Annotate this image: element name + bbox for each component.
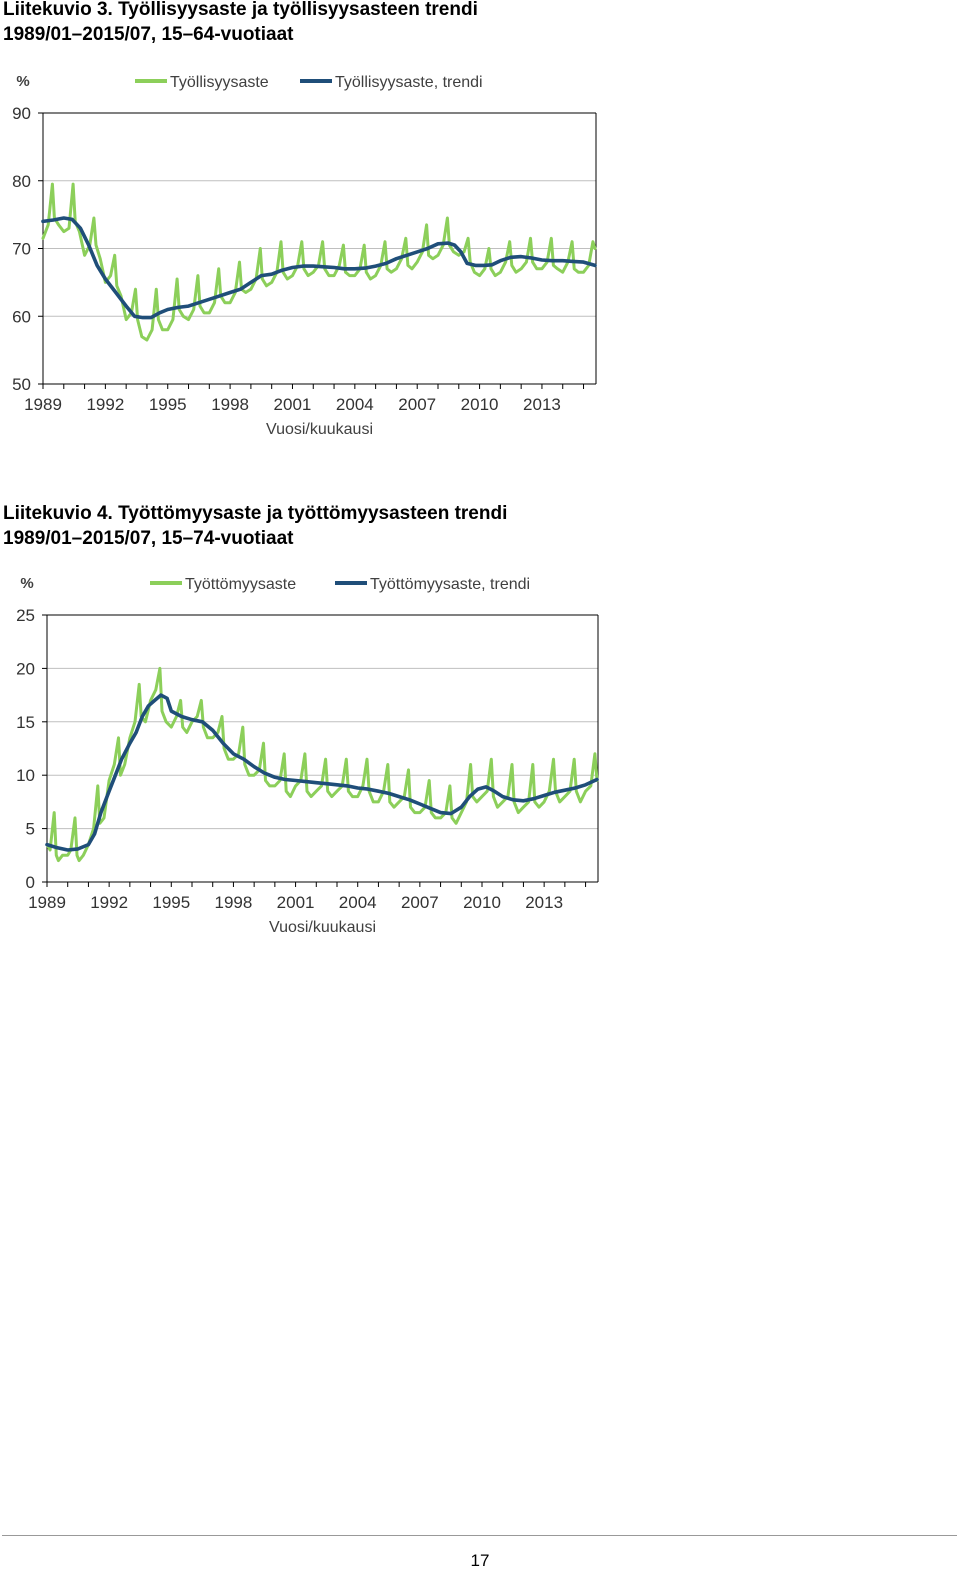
legend-label: Työllisyysaste [170, 74, 269, 91]
legend-label: Työllisyysaste, trendi [335, 74, 483, 91]
figure-caption-1-line2: 1989/01–2015/07, 15–64-vuotiaat [3, 24, 294, 45]
x-tick-label: 2013 [525, 893, 563, 912]
legend-label: Työttömyysaste [185, 576, 296, 593]
figure-caption-2-line1: Liitekuvio 4. Työttömyysaste ja työttömy… [3, 503, 508, 524]
x-axis-title: Vuosi/kuukausi [266, 421, 373, 438]
x-tick-label: 2010 [463, 893, 501, 912]
x-tick-label: 1998 [215, 893, 253, 912]
y-unit-label: % [20, 575, 33, 592]
x-tick-label: 1992 [86, 395, 124, 414]
x-tick-label: 2010 [461, 395, 499, 414]
x-tick-label: 2013 [523, 395, 561, 414]
figure-caption-2: Liitekuvio 4. Työttömyysaste ja työttömy… [3, 501, 507, 551]
x-tick-label: 2004 [339, 893, 377, 912]
x-tick-label: 2004 [336, 395, 374, 414]
x-tick-label: 2001 [274, 395, 312, 414]
y-tick-label: 90 [12, 104, 31, 123]
raw-series-line [41, 182, 597, 342]
x-tick-label: 1992 [90, 893, 128, 912]
y-tick-label: 10 [16, 766, 35, 785]
y-tick-label: 25 [16, 606, 35, 625]
x-tick-label: 2007 [398, 395, 436, 414]
y-tick-label: 15 [16, 713, 35, 732]
x-tick-label: 1995 [152, 893, 190, 912]
y-tick-label: 60 [12, 307, 31, 326]
x-tick-label: 2007 [401, 893, 439, 912]
y-tick-label: 20 [16, 659, 35, 678]
employment-rate-chart: 50 60 70 80 90 1989 1992 1995 1998 2001 2004 2007 20… [12, 73, 597, 438]
y-tick-label: 5 [26, 820, 35, 839]
figure-caption-2-line2: 1989/01–2015/07, 15–74-vuotiaat [3, 528, 294, 549]
x-tick-label: 2001 [277, 893, 315, 912]
figure-caption-1-line1: Liitekuvio 3. Työllisyysaste ja työllisy… [3, 0, 478, 20]
y-tick-label: 70 [12, 240, 31, 259]
x-axis-title: Vuosi/kuukausi [269, 919, 376, 936]
y-unit-label: % [16, 73, 29, 90]
x-tick-label: 1989 [24, 395, 62, 414]
unemployment-rate-chart: 0 5 10 15 20 25 1989 1992 1995 1998 2001 2004 2007 20… [16, 575, 599, 936]
trend-series-line [41, 216, 597, 320]
y-tick-label: 50 [12, 375, 31, 394]
page-number: 17 [470, 1551, 490, 1570]
x-tick-label: 1995 [149, 395, 187, 414]
x-tick-label: 1989 [28, 893, 66, 912]
y-tick-label: 0 [26, 873, 35, 892]
trend-series-line [45, 693, 599, 852]
raw-series-line [45, 666, 599, 863]
x-tick-label: 1998 [211, 395, 249, 414]
legend-label: Työttömyysaste, trendi [370, 576, 530, 593]
figure-caption-1: Liitekuvio 3. Työllisyysaste ja työllisy… [3, 0, 478, 47]
footer-divider [2, 1535, 957, 1536]
y-tick-label: 80 [12, 172, 31, 191]
